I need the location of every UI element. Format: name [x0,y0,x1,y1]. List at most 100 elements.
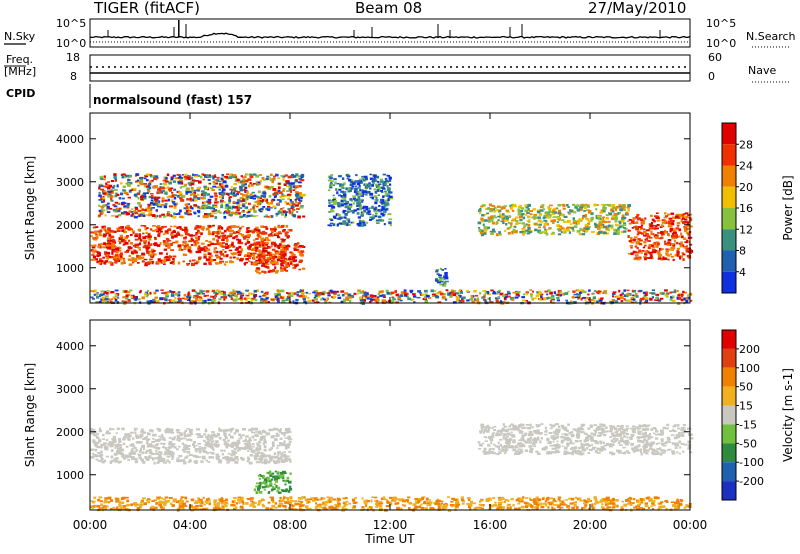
data-cell [178,445,181,448]
data-cell [382,294,386,297]
data-cell [193,445,196,448]
data-cell [195,232,198,235]
data-cell [117,443,120,446]
data-cell [560,214,563,217]
data-cell [124,290,128,293]
data-cell [354,188,358,191]
data-cell [149,449,152,452]
data-cell [362,179,366,182]
data-cell [210,215,214,218]
data-cell [184,429,188,433]
data-cell [246,435,249,437]
data-cell [556,299,560,302]
data-cell [195,236,198,239]
data-cell [213,175,217,178]
data-cell [169,451,173,454]
data-cell [183,184,187,187]
data-cell [116,296,120,299]
data-cell [124,202,127,205]
data-cell [632,250,636,254]
data-cell [388,179,392,182]
data-cell [209,299,213,301]
data-cell [300,205,304,207]
data-cell [94,448,98,452]
data-cell [546,216,549,219]
data-cell [617,230,620,232]
data-cell [133,457,138,461]
data-cell [375,197,378,199]
data-cell [126,206,130,209]
data-cell [350,181,353,184]
data-cell [545,232,549,236]
data-cell [266,471,269,474]
data-cell [206,294,209,297]
data-cell [224,210,227,213]
data-cell [98,294,102,298]
data-cell [164,298,168,302]
data-cell [312,291,316,294]
data-cell [631,289,634,292]
data-cell [253,229,256,232]
data-cell [222,185,225,188]
data-cell [655,225,658,228]
data-cell [360,214,364,217]
data-cell [644,257,647,261]
data-cell [195,238,199,241]
data-cell [500,220,504,223]
data-cell [135,173,139,176]
data-cell [137,215,141,218]
data-cell [463,296,466,300]
data-cell [157,225,161,228]
data-cell [344,221,348,225]
data-cell [177,298,180,300]
data-cell [246,214,250,218]
data-cell [96,445,101,449]
data-cell [357,289,361,292]
data-cell [213,433,216,436]
data-cell [550,296,555,299]
data-cell [275,232,278,235]
data-cell [238,203,241,206]
data-cell [127,203,130,206]
data-cell [424,293,428,296]
data-cell [373,207,377,211]
data-cell [258,244,262,248]
data-cell [284,232,288,235]
data-cell [514,290,518,293]
data-cell [633,226,637,228]
data-cell [101,261,105,264]
data-cell [285,298,289,301]
data-cell [93,293,96,296]
data-cell [147,213,151,217]
data-cell [248,292,252,295]
data-cell [314,298,318,301]
data-cell [208,456,213,459]
data-cell [260,194,264,198]
data-cell [611,217,615,220]
data-cell [103,178,106,181]
data-cell [121,202,124,205]
data-cell [607,220,611,223]
data-cell [277,255,281,259]
data-cell [107,443,112,446]
data-cell [111,242,115,245]
data-cell [234,294,238,297]
data-cell [354,185,357,188]
data-cell [452,301,457,304]
power-panel-frame [89,112,691,304]
data-cell [679,257,682,260]
data-cell [231,450,234,452]
data-cell [287,295,290,298]
data-cell [272,459,276,463]
data-cell [167,228,172,231]
data-cell [215,254,219,257]
data-cell [510,224,513,228]
data-cell [115,215,119,218]
data-cell [173,436,176,439]
data-cell [246,227,249,230]
data-cell [130,449,134,453]
data-cell [655,227,659,230]
data-cell [357,216,361,219]
data-cell [172,241,176,244]
data-cell [165,192,168,195]
